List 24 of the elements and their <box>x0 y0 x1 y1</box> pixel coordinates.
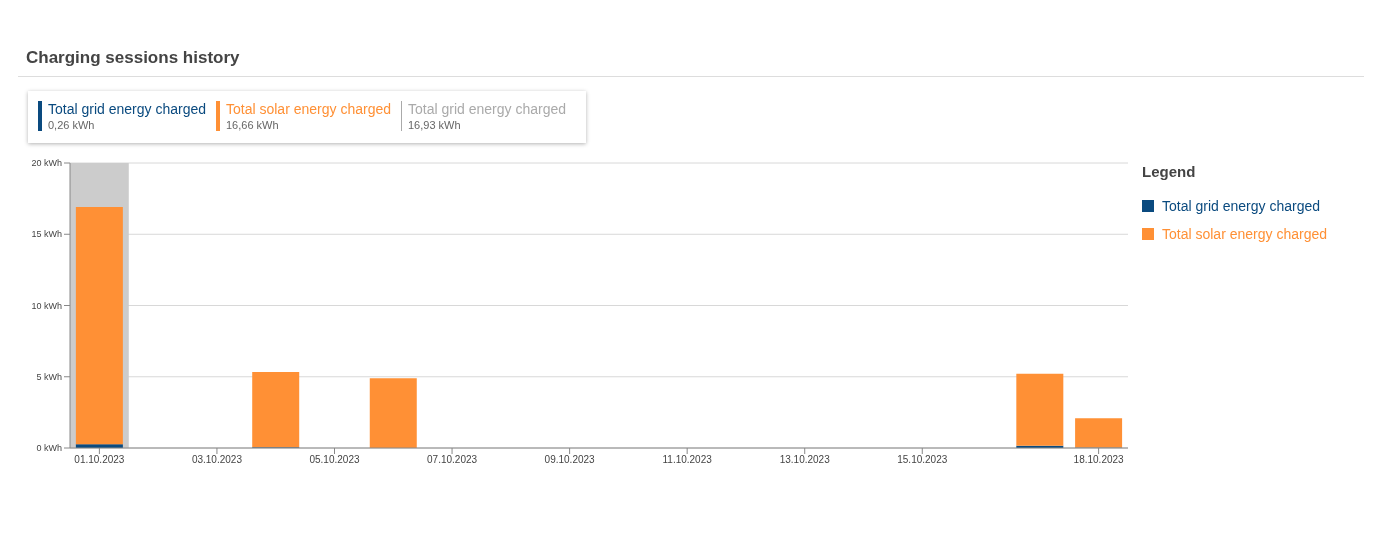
x-tick-label: 01.10.2023 <box>74 454 125 466</box>
legend-label: Total solar energy charged <box>1162 226 1327 242</box>
y-tick-label: 5 kWh <box>36 371 62 382</box>
y-tick-label: 10 kWh <box>31 300 62 311</box>
text: Total grid energy charged <box>408 101 566 117</box>
y-tick-label: 20 kWh <box>31 158 62 169</box>
text: 16,93 kWh <box>408 119 462 131</box>
text: Total solar energy charged <box>226 101 391 117</box>
x-tick-label: 15.10.2023 <box>897 454 948 466</box>
x-tick-label: 05.10.2023 <box>309 454 360 466</box>
text: 16,66 kWh <box>226 119 280 131</box>
y-tick-label: 0 kWh <box>36 443 62 454</box>
legend-label: Total grid energy charged <box>1162 198 1320 214</box>
x-tick-label: 18.10.2023 <box>1073 454 1125 466</box>
y-tick-label: 15 kWh <box>31 229 62 240</box>
x-tick-label: 03.10.2023 <box>191 454 243 466</box>
legend-title: Legend <box>1142 163 1197 180</box>
chart-title: Charging sessions history <box>18 8 1364 77</box>
x-tick-label: 07.10.2023 <box>427 454 478 466</box>
text: 0,26 kWh <box>48 119 96 131</box>
x-tick-label: 13.10.2023 <box>779 454 831 466</box>
x-tick-label: 09.10.2023 <box>544 454 596 466</box>
x-tick-label: 11.10.2023 <box>662 454 713 466</box>
text: Total grid energy charged <box>48 101 206 117</box>
